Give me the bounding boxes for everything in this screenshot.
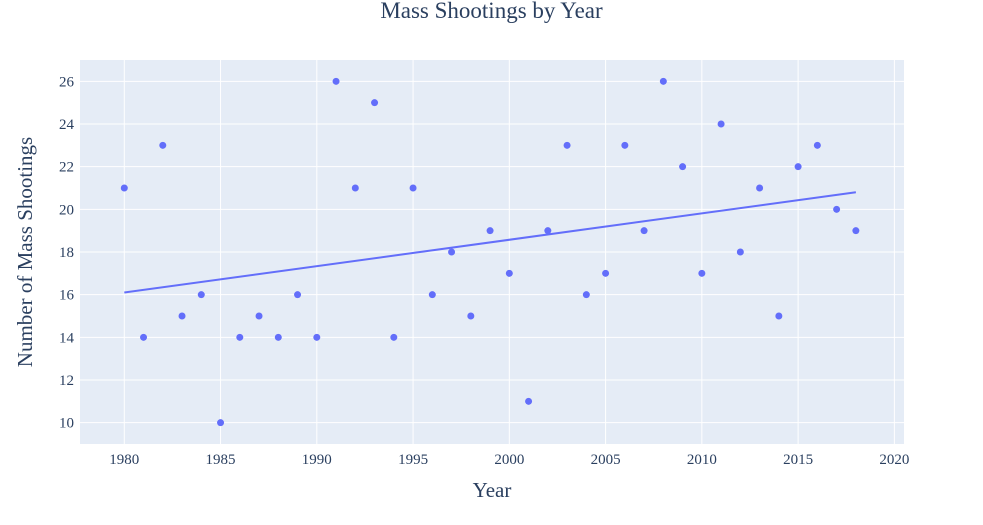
y-tick-label: 16 [59,288,75,304]
data-point[interactable] [659,77,667,85]
data-point[interactable] [833,205,841,213]
x-tick-label: 2015 [783,452,813,468]
data-point[interactable] [736,248,744,256]
data-point[interactable] [255,312,263,320]
data-point[interactable] [332,77,340,85]
x-axis-title: Year [473,478,512,502]
data-point[interactable] [140,333,148,341]
x-tick-label: 1980 [109,452,139,468]
data-point[interactable] [794,163,802,171]
y-tick-labels: 10 12 14 16 18 20 22 24 26 [59,74,75,431]
data-point[interactable] [813,141,821,149]
data-point[interactable] [756,184,764,192]
data-point[interactable] [563,141,571,149]
x-tick-label: 1985 [206,452,236,468]
data-point[interactable] [505,269,513,277]
data-point[interactable] [409,184,417,192]
y-tick-label: 26 [59,74,75,90]
data-point[interactable] [217,419,225,427]
data-point[interactable] [775,312,783,320]
data-point[interactable] [294,291,302,299]
x-tick-label: 2020 [879,452,909,468]
y-tick-label: 20 [59,202,74,218]
y-tick-label: 18 [59,245,74,261]
data-point[interactable] [390,333,398,341]
data-point[interactable] [467,312,475,320]
data-point[interactable] [544,227,552,235]
y-axis-title: Number of Mass Shootings [13,137,37,367]
data-point[interactable] [679,163,687,171]
y-tick-label: 24 [59,117,75,133]
data-point[interactable] [486,227,494,235]
data-point[interactable] [582,291,590,299]
data-point[interactable] [717,120,725,128]
x-tick-label: 2010 [687,452,717,468]
y-tick-label: 12 [59,373,74,389]
data-points [120,77,860,427]
data-point[interactable] [371,99,379,107]
x-tick-label: 2005 [591,452,621,468]
trendline [124,191,857,294]
x-tick-labels: 1980 1985 1990 1995 2000 2005 2010 2015 2020 [109,452,909,468]
x-tick-label: 1990 [302,452,332,468]
y-tick-label: 10 [59,416,74,432]
data-point[interactable] [178,312,186,320]
data-point[interactable] [428,291,436,299]
data-point[interactable] [602,269,610,277]
y-tick-label: 14 [59,330,75,346]
trendline-group [124,191,857,294]
data-point[interactable] [525,397,533,405]
data-point[interactable] [236,333,244,341]
y-gridlines [80,80,904,424]
data-point[interactable] [197,291,205,299]
data-point[interactable] [351,184,359,192]
data-point[interactable] [120,184,128,192]
x-tick-label: 2000 [494,452,524,468]
x-tick-label: 1995 [398,452,428,468]
chart-title: Mass Shootings by Year [380,0,603,23]
data-point[interactable] [621,141,629,149]
data-point[interactable] [448,248,456,256]
y-tick-label: 22 [59,160,74,176]
data-point[interactable] [274,333,282,341]
data-point[interactable] [640,227,648,235]
data-point[interactable] [698,269,706,277]
data-point[interactable] [852,227,860,235]
data-point[interactable] [313,333,321,341]
data-point[interactable] [159,141,167,149]
